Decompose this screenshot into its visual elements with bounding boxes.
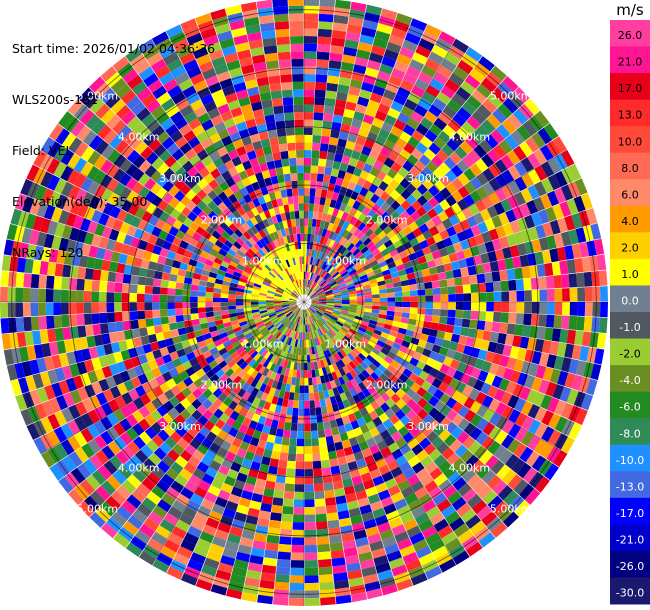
colorbar-swatch — [610, 258, 650, 286]
azimuth-spoke — [40, 149, 305, 303]
colorbar-title: m/s — [616, 1, 644, 19]
colorbar-swatch — [610, 205, 650, 233]
colorbar-tick-label: 2.0 — [621, 241, 639, 254]
azimuth-spoke — [303, 38, 457, 303]
range-ring-label: 5.00km — [77, 89, 119, 102]
colorbar-swatch — [610, 550, 650, 578]
ppi-gates — [0, 0, 608, 606]
colorbar-tick-label: 10.0 — [618, 135, 643, 148]
range-ring-label: 4.00km — [449, 131, 491, 144]
range-ring-label: 4.00km — [118, 131, 160, 144]
colorbar: 26.0 21.0 17.0 13.0 10.0 8.0 6.0 4.0 2.0 1.0 0.0 -1… — [610, 20, 650, 605]
azimuth-spoke — [303, 301, 568, 455]
range-ring-label: 3.00km — [159, 420, 201, 433]
range-ring-label: 3.00km — [407, 420, 449, 433]
colorbar-swatch — [610, 391, 650, 419]
azimuth-spoke — [151, 38, 305, 303]
colorbar-tick-label: -13.0 — [616, 480, 644, 493]
colorbar-swatch — [610, 418, 650, 446]
colorbar-swatch — [610, 99, 650, 127]
colorbar-swatch — [610, 471, 650, 499]
colorbar-swatch — [610, 232, 650, 260]
colorbar-tick-label: -21.0 — [616, 533, 644, 546]
range-ring-label: 2.00km — [366, 213, 408, 226]
colorbar-swatch — [610, 312, 650, 340]
range-ring-label: 1.00km — [242, 255, 284, 268]
colorbar-tick-label: -10.0 — [616, 454, 644, 467]
colorbar-swatch — [610, 444, 650, 472]
range-ring-label: 3.00km — [159, 172, 201, 185]
range-ring-label: 2.00km — [366, 379, 408, 392]
colorbar-tick-label: 4.0 — [621, 215, 639, 228]
range-ring-label: 4.00km — [118, 461, 160, 474]
colorbar-tick-label: -17.0 — [616, 507, 644, 520]
colorbar-swatch — [610, 338, 650, 366]
nrays-label: NRays: 120 — [12, 245, 84, 260]
colorbar-tick-label: 1.0 — [621, 268, 639, 281]
azimuth-spoke — [40, 301, 305, 455]
range-ring-label: 3.00km — [407, 172, 449, 185]
colorbar-tick-label: -6.0 — [619, 401, 640, 414]
colorbar-swatch — [610, 73, 650, 101]
range-ring-label: 5.00km — [490, 89, 532, 102]
colorbar-swatch — [610, 179, 650, 207]
colorbar-tick-label: -26.0 — [616, 560, 644, 573]
colorbar-swatch — [610, 524, 650, 552]
colorbar-tick-label: 26.0 — [618, 29, 643, 42]
range-ring-label: 2.00km — [201, 213, 243, 226]
colorbar-swatch — [610, 497, 650, 525]
range-ring-label: 2.00km — [201, 379, 243, 392]
colorbar-swatch — [610, 20, 650, 48]
colorbar-swatch — [610, 46, 650, 74]
colorbar-tick-label: 21.0 — [618, 56, 643, 69]
range-ring-label: 1.00km — [325, 255, 367, 268]
range-ring-label: 4.00km — [449, 461, 491, 474]
range-ring-label: 5.00km — [490, 503, 532, 516]
colorbar-swatch — [610, 126, 650, 154]
scan-info: Start time: 2026/01/02 04:36:36 WLS200s-… — [12, 6, 215, 278]
colorbar-tick-label: 0.0 — [621, 295, 639, 308]
colorbar-swatch — [610, 285, 650, 313]
colorbar-tick-label: 13.0 — [618, 109, 643, 122]
azimuth-spoke — [303, 301, 457, 566]
colorbar-tick-label: 17.0 — [618, 82, 643, 95]
range-ring-label: 5.00km — [77, 503, 119, 516]
colorbar-tick-label: 8.0 — [621, 162, 639, 175]
range-ring-label: 1.00km — [325, 337, 367, 350]
elevation-label: Elevation(deg): 35.00 — [12, 194, 148, 209]
range-ring-label: 1.00km — [242, 337, 284, 350]
azimuth-spoke — [303, 149, 568, 303]
colorbar-tick-label: -8.0 — [619, 427, 640, 440]
colorbar-swatch — [610, 577, 650, 605]
colorbar-tick-label: 6.0 — [621, 188, 639, 201]
colorbar-swatch — [610, 152, 650, 180]
colorbar-swatch — [610, 365, 650, 393]
colorbar-tick-label: -4.0 — [619, 374, 640, 387]
instrument-label: WLS200s-181 — [12, 92, 98, 107]
colorbar-tick-label: -2.0 — [619, 348, 640, 361]
colorbar-tick-label: -30.0 — [616, 587, 644, 600]
field-label: Field: VEL — [12, 143, 73, 158]
colorbar-tick-label: -1.0 — [619, 321, 640, 334]
start-time-label: Start time: 2026/01/02 04:36:36 — [12, 41, 216, 56]
azimuth-spoke — [151, 301, 305, 566]
